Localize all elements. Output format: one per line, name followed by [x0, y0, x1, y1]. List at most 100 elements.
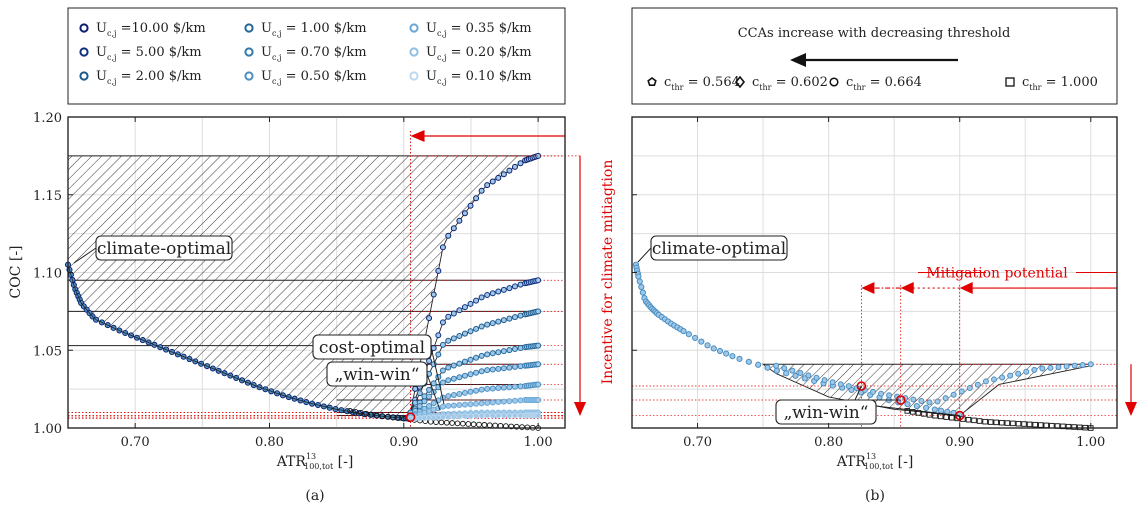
cost-point [1015, 420, 1022, 427]
data-point [966, 385, 973, 392]
legend-a: Uc,j =10.00 $/km Uc,j = 5.00 $/km Uc,j = 2… [67, 7, 566, 105]
series-point [416, 390, 423, 397]
data-point [974, 381, 981, 388]
series-point [500, 286, 507, 293]
data-point [781, 365, 788, 372]
series-point [439, 319, 446, 326]
circle-marker-icon [829, 77, 839, 87]
series-point [495, 399, 502, 406]
series-point [511, 363, 518, 370]
legend-marker-icon [409, 47, 419, 57]
cost-point [513, 423, 520, 430]
svg-text:„win-win“: „win-win“ [784, 403, 869, 423]
series-point [495, 412, 502, 419]
cost-point [395, 415, 402, 421]
callout-cost-optimal: cost-optimal [312, 334, 432, 360]
legend-entry: cthr = 0.664 [846, 75, 922, 92]
legend-entry: Uc,j = 0.35 $/km [426, 21, 532, 38]
series-point [461, 330, 468, 337]
series-point [445, 364, 452, 371]
x-axis-label-a: ATR13 100,tot [-] [276, 452, 354, 471]
data-point [845, 383, 852, 390]
series-point [495, 365, 502, 372]
direction-arrow-icon [790, 53, 806, 67]
cost-point [519, 424, 525, 430]
data-point [773, 367, 780, 374]
series-point [478, 323, 485, 330]
series-point [450, 375, 457, 382]
win-win-point [405, 412, 416, 422]
series-point [445, 377, 452, 384]
series-point [500, 365, 507, 372]
cost-point [374, 412, 380, 419]
y-axis-label-a: COC [-] [8, 245, 24, 298]
series-point [473, 195, 480, 202]
cost-point [363, 410, 370, 417]
data-point [773, 362, 780, 369]
legend-entry: Uc,j = 0.70 $/km [261, 45, 367, 62]
callout-win-win-b: „win-win“ [775, 399, 877, 425]
cost-point [390, 414, 396, 421]
data-point [1007, 372, 1014, 379]
series-point [535, 361, 542, 368]
svg-text:„win-win“: „win-win“ [335, 365, 420, 385]
series-point [495, 349, 502, 356]
cost-point [1021, 421, 1027, 427]
series-point [511, 383, 518, 390]
series-point [489, 385, 496, 392]
cost-point [982, 418, 988, 425]
arrow-left-icon [861, 282, 875, 295]
series-point [439, 341, 446, 348]
callout-leader [854, 385, 862, 401]
cost-point [904, 408, 911, 414]
data-point [685, 331, 692, 338]
series-point [506, 315, 513, 322]
series-point [535, 412, 542, 419]
data-point [958, 388, 965, 395]
cost-point [943, 414, 949, 420]
series-point [517, 160, 524, 167]
cost-point [999, 419, 1005, 426]
legend-marker-icon [409, 23, 419, 33]
series-point [495, 385, 502, 392]
series-point [489, 350, 496, 357]
series-point [421, 398, 428, 405]
series-point [484, 321, 491, 328]
series-point [484, 399, 491, 406]
series-point [450, 225, 457, 232]
series-point [461, 358, 468, 365]
x-tick-label: 1.00 [524, 435, 553, 450]
series-point [535, 342, 542, 349]
arrow-left-icon [900, 282, 914, 295]
series-point [430, 291, 437, 298]
series-point [478, 400, 485, 407]
legend-entry: Uc,j = 0.50 $/km [261, 69, 367, 86]
cost-point [1076, 424, 1083, 431]
win-win-point [856, 381, 867, 391]
legend-entry: Uc,j = 0.10 $/km [426, 69, 532, 86]
plot-a: Incentive for climate mitiagtion climate-… [8, 111, 616, 504]
series-point [439, 379, 446, 386]
series-point [456, 413, 463, 420]
series-point [439, 414, 446, 421]
data-point [745, 358, 752, 365]
data-point [1087, 361, 1094, 368]
series-point [511, 283, 518, 290]
series-point [456, 374, 463, 381]
data-point [680, 327, 687, 335]
series-point [478, 368, 485, 375]
data-point [1015, 370, 1022, 377]
callout-win-win-a: „win-win“ [326, 361, 428, 387]
legend-b-title: CCAs increase with decreasing threshold [738, 26, 1011, 41]
cost-point [971, 417, 977, 424]
series-point [500, 412, 507, 419]
data-point [923, 404, 930, 411]
series-point [450, 335, 457, 342]
x-tick-label: 0.80 [814, 435, 843, 450]
series-point [439, 244, 446, 251]
callout-leader [637, 247, 652, 263]
cost-point [379, 413, 386, 420]
series-point [445, 337, 452, 344]
cost-point [1037, 422, 1044, 428]
legend-marker-icon [409, 71, 419, 81]
